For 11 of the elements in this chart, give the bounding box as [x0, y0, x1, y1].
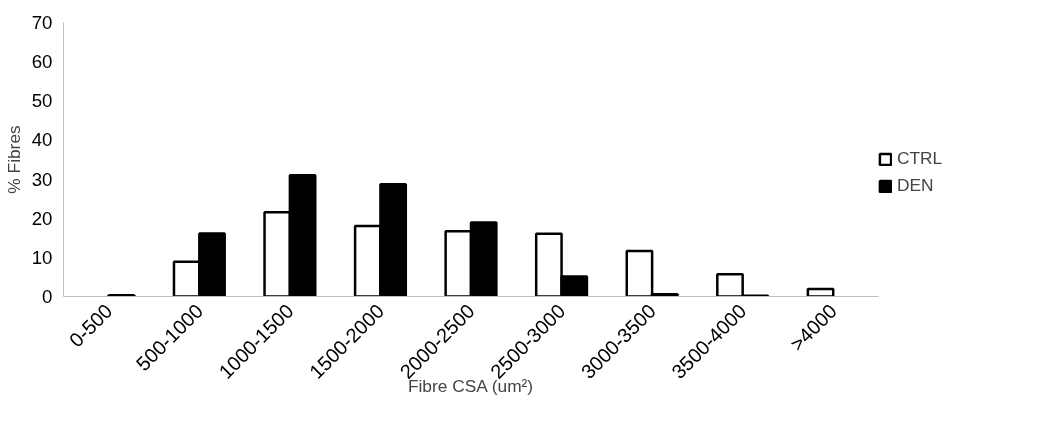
y-axis-title: % Fibres [3, 124, 24, 194]
y-tick-label: 50 [31, 90, 53, 112]
y-tick-label: 10 [31, 246, 53, 268]
y-tick-label: 0 [42, 286, 53, 307]
y-tick-label: 60 [31, 51, 53, 73]
y-tick-label: 30 [31, 168, 53, 190]
y-tick-label: 20 [31, 207, 53, 229]
legend-label: CTRL [897, 148, 943, 169]
legend-label: DEN [897, 175, 934, 196]
y-tick-label: 40 [31, 129, 53, 151]
y-tick-label: 70 [31, 12, 53, 33]
